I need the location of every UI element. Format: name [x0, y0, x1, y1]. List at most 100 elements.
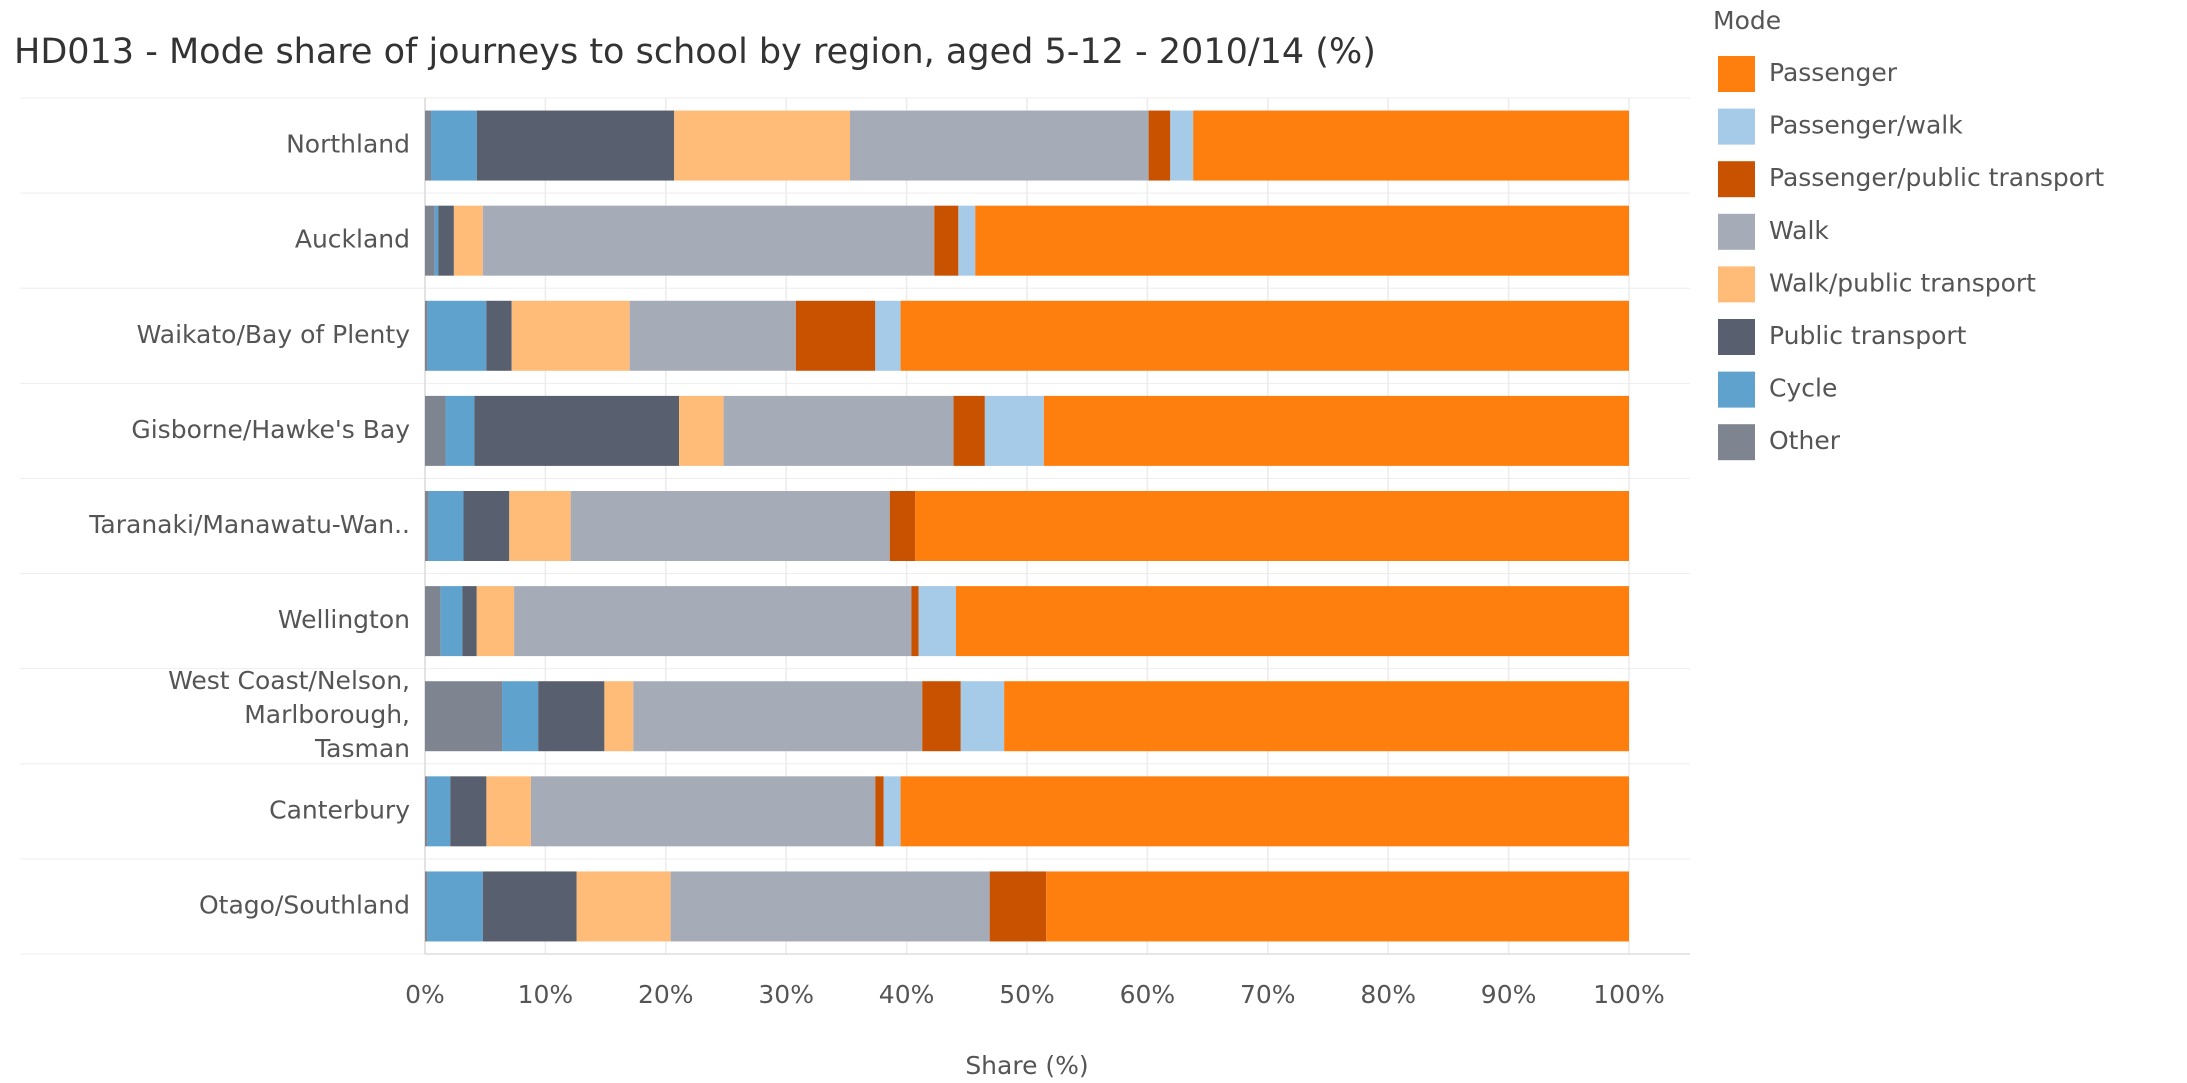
- chart-title: HD013 - Mode share of journeys to school…: [14, 32, 1376, 72]
- bar-segment: [474, 395, 680, 466]
- bar-segment: [570, 491, 890, 561]
- legend-label: Passenger: [1769, 58, 1898, 87]
- bar-segment: [450, 776, 487, 847]
- bar-segment: [425, 776, 428, 847]
- bar-segment: [538, 681, 605, 752]
- bar-segment: [670, 871, 990, 942]
- y-tick-label: Auckland: [295, 225, 410, 254]
- bar-segment: [883, 776, 901, 847]
- x-tick-label: 50%: [999, 980, 1055, 1009]
- bar-segment: [989, 871, 1047, 942]
- bar-segment: [425, 395, 446, 466]
- bar-segment: [850, 110, 1149, 181]
- x-tick-label: 80%: [1360, 980, 1416, 1009]
- bar-segment: [427, 776, 451, 847]
- y-tick-label: Otago/Southland: [199, 890, 410, 919]
- bar-segment: [482, 205, 935, 276]
- bar-segment: [427, 871, 483, 942]
- legend-swatch: [1718, 56, 1755, 92]
- bar-segment: [922, 681, 961, 752]
- bar-segment: [918, 586, 956, 657]
- x-tick-label: 0%: [405, 980, 445, 1009]
- bar-segment: [604, 681, 634, 752]
- bar-segment: [482, 871, 577, 942]
- x-tick-label: 10%: [518, 980, 574, 1009]
- bar-segment: [576, 871, 671, 942]
- legend-swatch: [1718, 319, 1755, 355]
- legend-label: Walk: [1769, 216, 1829, 245]
- x-tick-label: 20%: [638, 980, 694, 1009]
- bar-segment: [425, 110, 432, 181]
- bar-segment: [1193, 110, 1629, 181]
- bar-segment: [509, 491, 571, 561]
- bar-segment: [984, 395, 1044, 466]
- bar-segment: [934, 205, 959, 276]
- bar-segment: [1170, 110, 1194, 181]
- y-tick-label: Canterbury: [269, 795, 410, 824]
- x-tick-label: 100%: [1593, 980, 1664, 1009]
- bar-segment: [915, 491, 1629, 561]
- legend-swatch: [1718, 424, 1755, 461]
- bar-segment: [889, 491, 916, 561]
- bar-segment: [633, 681, 923, 752]
- bar-segment: [425, 205, 435, 276]
- legend-label: Public transport: [1769, 321, 1967, 350]
- bar-segment: [440, 586, 463, 657]
- bar-segment: [960, 681, 1005, 752]
- legend-swatch: [1718, 213, 1755, 250]
- y-tick-label: Waikato/Bay of Plenty: [137, 320, 411, 349]
- legend-label: Cycle: [1769, 374, 1837, 403]
- bar-segment: [425, 491, 429, 561]
- bar-segment: [875, 300, 901, 371]
- x-tick-label: 90%: [1481, 980, 1537, 1009]
- bar-segment: [875, 776, 884, 847]
- legend-label: Other: [1769, 426, 1841, 455]
- legend-label: Passenger/walk: [1769, 111, 1963, 140]
- bar-segment: [425, 300, 428, 371]
- bar-segment: [900, 776, 1629, 847]
- bar-segment: [723, 395, 954, 466]
- x-tick-label: 30%: [758, 980, 814, 1009]
- bar-segment: [958, 205, 976, 276]
- y-tick-label: Gisborne/Hawke's Bay: [131, 415, 410, 444]
- legend-swatch: [1718, 108, 1755, 145]
- bar-segment: [530, 776, 876, 847]
- bar-segment: [511, 300, 630, 371]
- bar-segment: [1148, 110, 1171, 181]
- bar-segment: [1046, 871, 1629, 942]
- bar-segment: [462, 586, 477, 657]
- bar-segment: [434, 205, 439, 276]
- y-tick-label: Wellington: [278, 605, 410, 634]
- x-tick-label: 60%: [1120, 980, 1176, 1009]
- legend-swatch: [1718, 371, 1755, 408]
- bar-segment: [427, 300, 487, 371]
- bar-segment: [438, 205, 454, 276]
- bar-segment: [1043, 395, 1629, 466]
- bar-segment: [911, 586, 919, 657]
- bar-segment: [476, 110, 675, 181]
- legend-swatch: [1718, 266, 1755, 303]
- x-tick-label: 70%: [1240, 980, 1296, 1009]
- bar-segment: [476, 586, 515, 657]
- bar-segment: [486, 776, 531, 847]
- bar-segment: [955, 586, 1629, 657]
- bar-segment: [1004, 681, 1629, 752]
- bar-segment: [425, 871, 428, 942]
- bar-segment: [428, 491, 464, 561]
- bar-segment: [425, 586, 441, 657]
- bar-segment: [425, 681, 503, 752]
- legend-title: Mode: [1713, 6, 1781, 35]
- bar-segment: [674, 110, 851, 181]
- bar-segment: [629, 300, 796, 371]
- legend-label: Passenger/public transport: [1769, 163, 2104, 192]
- bar-segment: [431, 110, 477, 181]
- bar-segment: [486, 300, 512, 371]
- y-tick-label: West Coast/Nelson, Marlborough, Tasman: [168, 666, 410, 763]
- bar-segment: [453, 205, 483, 276]
- y-tick-label: Taranaki/Manawatu-Wan..: [88, 510, 410, 539]
- bar-segment: [900, 300, 1629, 371]
- bar-segment: [445, 395, 475, 466]
- x-tick-label: 40%: [879, 980, 935, 1009]
- bar-segment: [502, 681, 539, 752]
